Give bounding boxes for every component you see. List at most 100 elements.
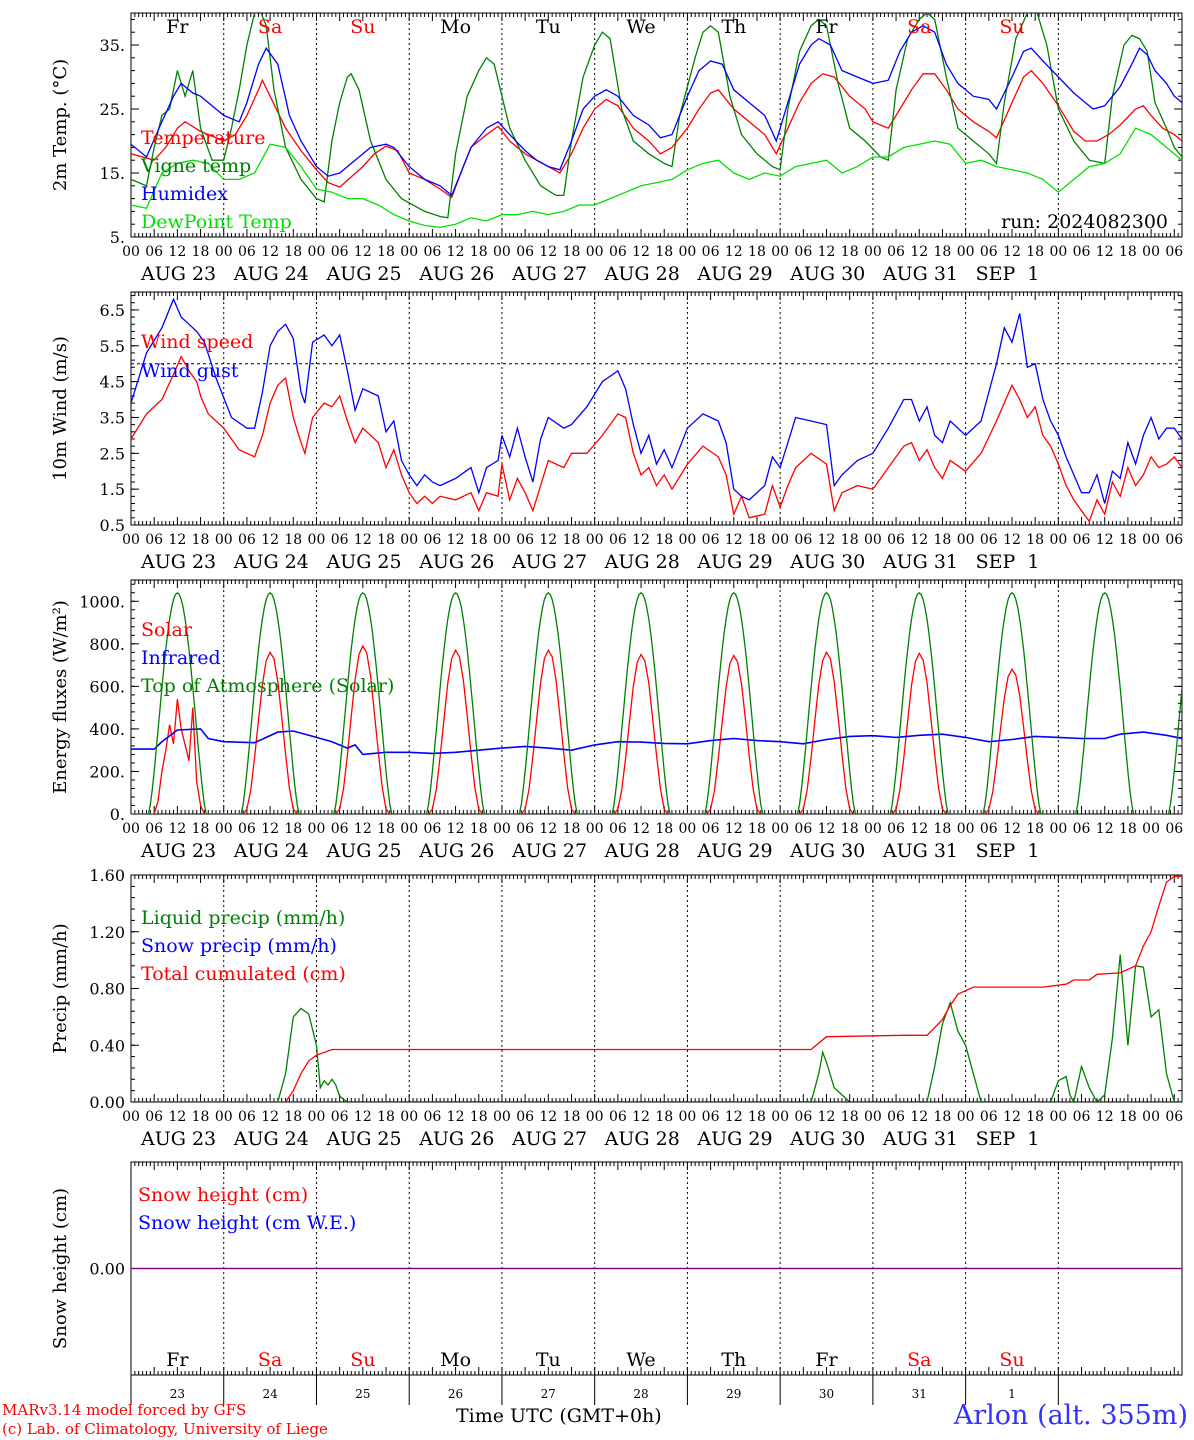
legend-entry: Total cumulated (cm) [141,963,346,985]
hour-tick-label: 00 [771,244,789,260]
hour-tick-label: 06 [609,244,627,260]
hour-tick-label: 00 [678,1109,696,1125]
hour-tick-label: 18 [655,821,673,837]
weekday-label: Th [721,1349,746,1371]
hour-tick-label: 00 [957,821,975,837]
hour-tick-label: 18 [841,821,859,837]
hour-tick-label: 00 [771,1109,789,1125]
hour-tick-label: 12 [818,1109,836,1125]
hour-tick-label: 00 [586,821,604,837]
hour-tick-label: 00 [678,821,696,837]
y-tick-label: 0.80 [89,980,125,999]
hour-tick-label: 12 [261,821,279,837]
y-axis-label: Energy fluxes (W/m²) [50,600,71,794]
hour-tick-label: 00 [400,1109,418,1125]
hour-tick-label: 06 [423,1109,441,1125]
date-label: AUG 27 [511,1128,587,1150]
hour-tick-label: 18 [470,532,488,548]
hour-tick-label: 12 [168,821,186,837]
hour-tick-label: 00 [771,821,789,837]
hour-tick-label: 06 [1073,821,1091,837]
date-label: AUG 30 [789,1128,865,1150]
hour-tick-label: 12 [1096,244,1114,260]
legend-entry: Wind gust [141,360,239,382]
panel-2 [130,291,1183,526]
panel-1 [130,12,1183,238]
hour-tick-label: 06 [1073,532,1091,548]
date-label: SEP 1 [976,1128,1040,1150]
hour-tick-label: 18 [1119,1109,1137,1125]
date-label: AUG 25 [325,551,401,573]
y-tick-label: 1.60 [89,866,125,885]
hour-tick-label: 00 [493,1109,511,1125]
hour-tick-label: 12 [910,532,928,548]
hour-tick-label: 18 [470,1109,488,1125]
hour-tick-label: 06 [887,532,905,548]
date-label: AUG 30 [789,840,865,862]
date-label: AUG 28 [604,840,680,862]
date-label: AUG 31 [882,551,958,573]
hour-tick-label: 12 [354,1109,372,1125]
hour-tick-label: 06 [980,1109,998,1125]
date-label: SEP 1 [976,263,1040,285]
day-number-label: 27 [541,1387,556,1401]
weekday-label: Mo [440,1349,471,1371]
hour-tick-label: 00 [308,821,326,837]
y-tick-label: 25. [100,100,125,119]
hour-tick-label: 00 [122,532,140,548]
hour-tick-label: 00 [308,532,326,548]
hour-tick-label: 00 [122,821,140,837]
series-line-total-cumulated-cm- [131,875,1182,1102]
hour-tick-label: 12 [447,1109,465,1125]
series-line-humidex [131,25,1182,197]
day-number-label: 29 [726,1387,741,1401]
hour-tick-label: 18 [655,244,673,260]
hour-tick-label: 06 [1073,1109,1091,1125]
y-tick-label: 0.5 [100,516,125,535]
hour-tick-label: 12 [539,821,557,837]
hour-tick-label: 18 [563,1109,581,1125]
hour-tick-label: 06 [887,1109,905,1125]
legend-entry: Humidex [141,183,228,205]
hour-tick-label: 06 [702,821,720,837]
hour-tick-label: 00 [122,244,140,260]
hour-tick-label: 00 [678,532,696,548]
hour-tick-label: 12 [818,821,836,837]
hour-tick-label: 18 [841,1109,859,1125]
hour-tick-label: 12 [447,244,465,260]
y-tick-label: 2.5 [100,444,125,463]
day-number-label: 30 [819,1387,834,1401]
y-tick-label: 1000. [79,592,125,611]
hour-tick-label: 00 [215,244,233,260]
hour-tick-label: 00 [493,821,511,837]
hour-tick-label: 06 [145,244,163,260]
hour-tick-label: 06 [794,532,812,548]
hour-tick-label: 12 [632,821,650,837]
hour-tick-label: 06 [331,244,349,260]
date-label: SEP 1 [976,551,1040,573]
hour-tick-label: 12 [261,1109,279,1125]
hour-tick-label: 00 [586,1109,604,1125]
hour-tick-label: 06 [887,821,905,837]
date-label: AUG 28 [604,1128,680,1150]
hour-tick-label: 18 [655,1109,673,1125]
hour-tick-label: 12 [1096,1109,1114,1125]
date-label: AUG 31 [882,840,958,862]
hour-tick-label: 00 [957,244,975,260]
weekday-label: Th [721,16,746,38]
y-axis-label: 2m Temp. (°C) [50,59,71,191]
hour-tick-label: 18 [284,1109,302,1125]
date-label: AUG 24 [233,551,309,573]
date-label: AUG 24 [233,840,309,862]
y-tick-label: 600. [89,677,125,696]
date-label: AUG 27 [511,551,587,573]
weekday-label: Sa [907,1349,931,1371]
hour-tick-label: 06 [145,821,163,837]
y-tick-label: 1.5 [100,480,125,499]
hour-tick-label: 00 [1142,532,1160,548]
y-tick-label: 4.5 [100,373,125,392]
hour-tick-label: 18 [655,532,673,548]
hour-tick-label: 06 [516,821,534,837]
date-label: SEP 1 [976,840,1040,862]
legend-entry: Snow precip (mm/h) [141,935,337,957]
